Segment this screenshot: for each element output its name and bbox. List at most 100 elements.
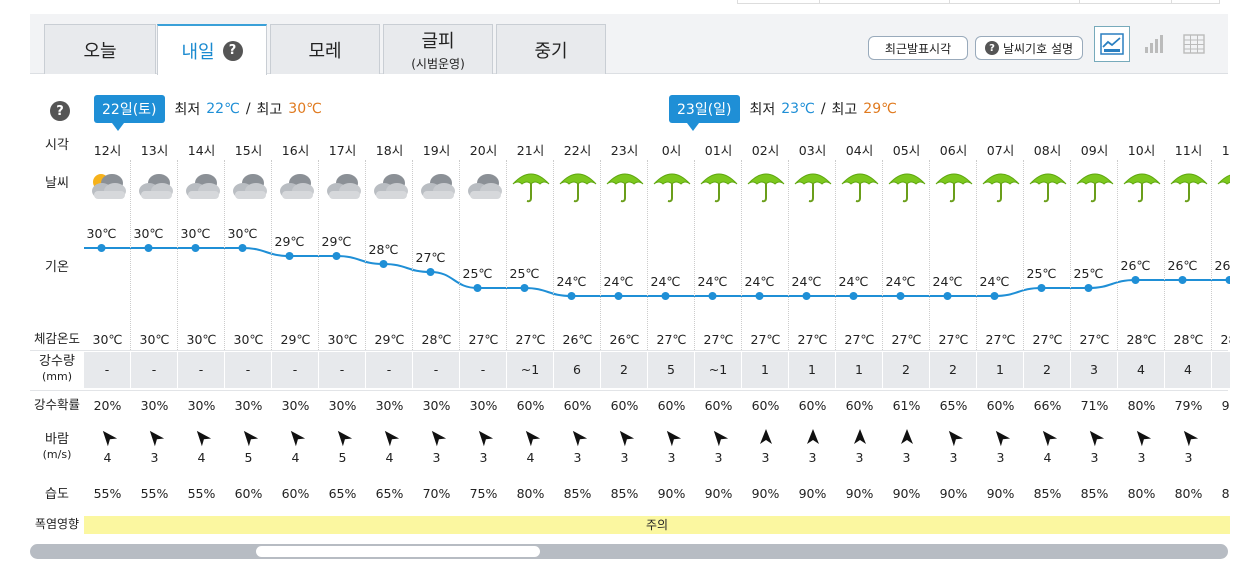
max-temp-label: 최고 xyxy=(831,102,858,118)
tab-three-days[interactable]: 글피 (시범운영) xyxy=(383,24,493,74)
humidity-value: 80% xyxy=(1127,486,1156,501)
wind-speed-value: 3 xyxy=(808,450,817,465)
wind-arrow-icon xyxy=(1229,442,1230,444)
wind-arrow-icon xyxy=(995,430,1010,447)
wind-arrow-icon xyxy=(290,430,305,447)
tab-sublabel: (시범운영) xyxy=(411,57,465,71)
row-label-weather: 날씨 xyxy=(45,176,69,191)
row-label-feels: 체감온도 xyxy=(33,331,80,346)
column-divider xyxy=(1164,160,1165,350)
recent-release-button[interactable]: 최근발표시각 xyxy=(868,36,968,60)
precip-prob-value: 60% xyxy=(657,398,686,413)
hour-label: 18시 xyxy=(375,143,404,158)
humidity-value: 90% xyxy=(751,486,780,501)
feels-like-value: 27℃ xyxy=(985,332,1016,347)
column-divider xyxy=(1070,160,1071,350)
temp-label: 30℃ xyxy=(180,226,211,241)
cloudy-icon xyxy=(460,168,507,204)
column-divider xyxy=(224,160,225,350)
button-label: 최근발표시각 xyxy=(884,41,952,56)
temp-separator: / xyxy=(820,101,826,117)
tab-mid-term[interactable]: 중기 xyxy=(496,24,606,74)
hour-column: 12시 28℃ 6 90% 3 80% xyxy=(1212,130,1230,520)
column-divider xyxy=(647,160,648,350)
wind-speed-value: 4 xyxy=(385,450,394,465)
wind-speed-value: 5 xyxy=(338,450,347,465)
wind-cell: 4 xyxy=(366,428,413,468)
table-view-button[interactable] xyxy=(1176,26,1212,62)
umbrella-icon xyxy=(836,168,883,204)
precip-value: 4 xyxy=(1118,352,1165,388)
min-temp-value: 23℃ xyxy=(781,101,815,117)
heat-impact-bar: 주의 xyxy=(84,516,1230,534)
feels-like-value: 28℃ xyxy=(1220,332,1230,347)
hour-label: 17시 xyxy=(328,143,357,158)
temp-point xyxy=(473,284,482,292)
humidity-value: 85% xyxy=(563,486,592,501)
feels-like-value: 29℃ xyxy=(280,332,311,347)
hour-label: 13시 xyxy=(140,143,169,158)
precip-prob-value: 60% xyxy=(986,398,1015,413)
feels-like-value: 28℃ xyxy=(421,332,452,347)
feels-like-value: 27℃ xyxy=(1032,332,1063,347)
tab-tomorrow[interactable]: 내일 ? xyxy=(157,24,267,75)
tab-day-after[interactable]: 모레 xyxy=(270,24,380,74)
hour-column: 15시 30℃ - 30% 5 60% xyxy=(225,130,272,520)
button-label: 날씨기호 설명 xyxy=(1002,41,1074,56)
temp-label: 24℃ xyxy=(556,274,587,289)
tab-today[interactable]: 오늘 xyxy=(44,24,156,74)
column-divider xyxy=(1023,160,1024,350)
wind-cell: 4 xyxy=(507,428,554,468)
feels-like-value: 28℃ xyxy=(1126,332,1157,347)
graph-view-button[interactable] xyxy=(1094,26,1130,62)
temp-point xyxy=(849,292,858,300)
temp-point xyxy=(802,292,811,300)
tab-label: 내일 xyxy=(181,41,215,63)
humidity-value: 55% xyxy=(140,486,169,501)
hour-column: 09시 27℃ 3 71% 3 85% xyxy=(1071,130,1118,520)
wind-arrow-icon xyxy=(1183,430,1198,447)
wind-cell: 4 xyxy=(178,428,225,468)
precip-value: 1 xyxy=(836,352,883,388)
hour-column: 22시 26℃ 6 60% 3 85% xyxy=(554,130,601,520)
hour-column: 12시 30℃ - 20% 4 55% xyxy=(84,130,131,520)
precip-prob-value: 60% xyxy=(845,398,874,413)
temp-label: 24℃ xyxy=(932,274,963,289)
humidity-value: 55% xyxy=(93,486,122,501)
temp-label: 24℃ xyxy=(791,274,822,289)
bar-view-button[interactable] xyxy=(1136,26,1172,62)
help-icon[interactable]: ? xyxy=(222,40,243,61)
column-divider xyxy=(835,160,836,350)
column-divider xyxy=(177,160,178,350)
precip-prob-value: 60% xyxy=(751,398,780,413)
separator xyxy=(30,350,1228,351)
precip-value: 2 xyxy=(601,352,648,388)
temp-point xyxy=(1037,284,1046,292)
help-icon: ? xyxy=(984,41,999,55)
wind-arrow-icon xyxy=(572,430,587,447)
wind-speed-value: 3 xyxy=(479,450,488,465)
column-divider xyxy=(459,160,460,350)
wind-arrow-icon xyxy=(196,430,211,447)
temp-label: 24℃ xyxy=(979,274,1010,289)
cloudy-icon xyxy=(272,168,319,204)
weather-legend-button[interactable]: ? 날씨기호 설명 xyxy=(975,36,1083,60)
forecast-grid[interactable]: 12시 30℃ -20% 4 55% 30℃ 13시 30℃ -30% 3 55% 30℃ 14시 30℃… xyxy=(84,130,1230,540)
help-icon[interactable]: ? xyxy=(50,101,70,121)
precip-prob-value: 90% xyxy=(1221,398,1230,413)
wind-cell: 3 xyxy=(836,428,883,468)
cloudy-icon xyxy=(178,168,225,204)
wind-cell: 4 xyxy=(272,428,319,468)
temp-point xyxy=(1084,284,1093,292)
precip-prob-value: 60% xyxy=(798,398,827,413)
row-label-prob: 강수확률 xyxy=(33,397,80,412)
hour-label: 02시 xyxy=(751,143,780,158)
feels-like-value: 27℃ xyxy=(515,332,546,347)
precip-value: 1 xyxy=(977,352,1024,388)
horizontal-scrollbar[interactable] xyxy=(30,544,1228,559)
wind-arrow-icon xyxy=(337,430,352,447)
scrollbar-thumb[interactable] xyxy=(256,546,540,557)
humidity-value: 55% xyxy=(187,486,216,501)
precip-prob-value: 30% xyxy=(422,398,451,413)
temp-label: 29℃ xyxy=(274,234,305,249)
